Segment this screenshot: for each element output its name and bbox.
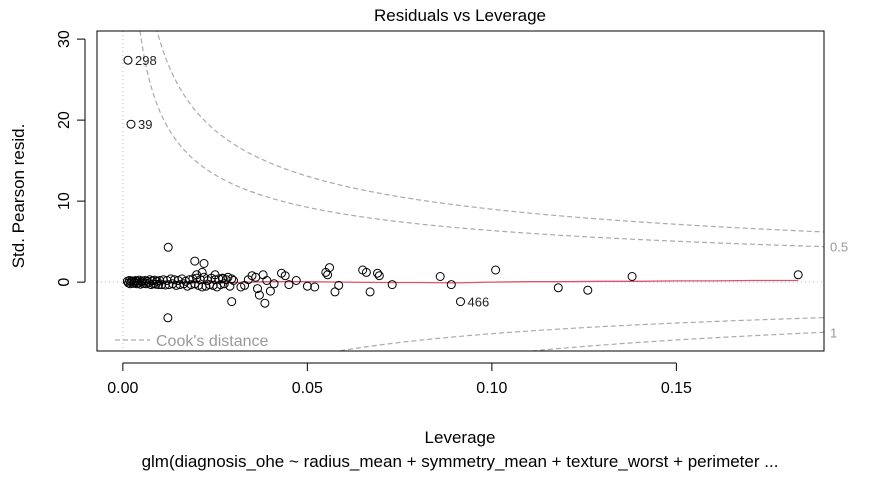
chart-title: Residuals vs Leverage: [374, 6, 546, 25]
y-tick-label: 20: [56, 111, 73, 129]
x-tick-label: 0.00: [107, 380, 138, 397]
data-point: [186, 280, 196, 290]
data-point: [284, 280, 294, 290]
data-point-labeled: [126, 119, 136, 129]
data-point: [325, 263, 334, 273]
cook-contour-0-5-upper: [139, 31, 824, 248]
point-label: 39: [138, 117, 152, 132]
data-point: [260, 298, 270, 308]
plot-frame: [96, 30, 825, 352]
x-tick-label: 0.05: [292, 380, 323, 397]
data-point: [199, 259, 209, 268]
data-point: [227, 297, 237, 307]
data-point: [280, 271, 290, 281]
x-axis-label: Leverage: [425, 428, 496, 447]
data-point: [170, 275, 179, 285]
cook-contour-label: 1: [830, 325, 837, 340]
data-point: [163, 242, 173, 252]
data-point: [227, 274, 237, 284]
data-point: [163, 313, 173, 323]
point-label: 466: [468, 295, 490, 310]
data-point-labeled: [456, 297, 465, 307]
data-point: [192, 270, 202, 280]
data-point: [154, 280, 164, 290]
data-point: [190, 256, 200, 266]
data-point: [291, 276, 301, 285]
point-label: 298: [135, 53, 157, 68]
model-formula-subtitle: glm(diagnosis_ohe ~ radius_mean + symmet…: [142, 452, 779, 471]
data-point: [435, 272, 445, 281]
data-point: [446, 280, 456, 290]
y-tick-label: 0: [56, 278, 73, 287]
y-tick-label: 30: [56, 30, 73, 48]
y-axis-label: Std. Pearson resid.: [9, 124, 28, 269]
cook-contour-1-lower: [524, 331, 824, 351]
data-point: [158, 275, 168, 285]
cook-contour-1-upper: [156, 31, 824, 233]
data-point: [155, 276, 165, 285]
data-point: [265, 286, 275, 296]
x-tick-label: 0.10: [476, 380, 507, 397]
data-point: [627, 272, 637, 281]
cook-legend-label: Cook's distance: [156, 333, 269, 350]
data-point: [310, 282, 320, 292]
data-point: [302, 281, 312, 291]
data-point: [258, 270, 268, 280]
data-point: [126, 277, 136, 287]
data-point: [216, 280, 226, 290]
x-axis: 0.00 0.05 0.10 0.15: [107, 362, 692, 397]
data-point: [387, 280, 397, 290]
cook-contour-label: 0.5: [830, 240, 848, 255]
data-point: [583, 285, 593, 295]
data-point: [229, 276, 238, 285]
plot-area: 298 39 466 Cook's distance: [97, 31, 824, 351]
y-tick-label: 10: [56, 192, 73, 210]
data-point: [197, 267, 207, 277]
data-point: [254, 290, 264, 300]
data-point: [210, 270, 220, 280]
data-point: [361, 267, 371, 277]
data-point: [793, 270, 803, 280]
cook-contour-0-5-lower: [335, 317, 824, 351]
data-point: [262, 276, 272, 285]
data-point: [373, 268, 382, 278]
data-point: [253, 284, 262, 294]
data-point: [365, 287, 375, 297]
data-point: [334, 280, 344, 290]
data-point: [218, 274, 227, 284]
data-point: [269, 279, 279, 289]
data-point: [374, 271, 384, 281]
data-point: [553, 283, 563, 293]
data-point: [164, 280, 174, 290]
data-point-labeled: [123, 55, 133, 65]
x-tick-label: 0.15: [661, 380, 692, 397]
data-point: [491, 265, 501, 275]
